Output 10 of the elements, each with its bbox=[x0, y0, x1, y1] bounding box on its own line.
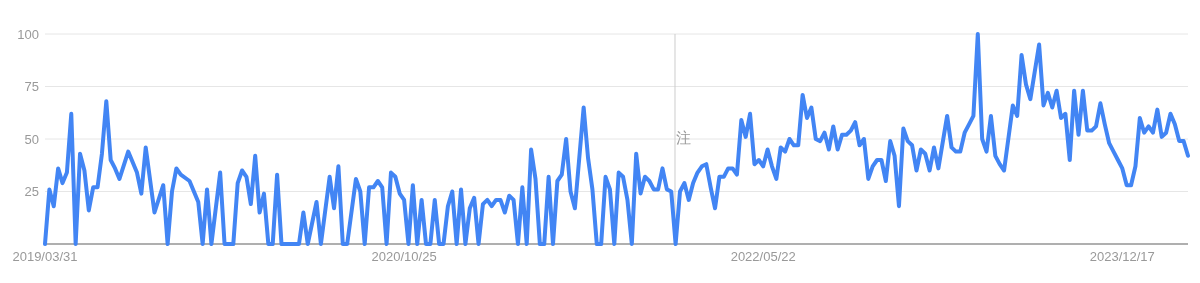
y-tick-label: 75 bbox=[24, 79, 39, 95]
x-tick-label: 2023/12/17 bbox=[1089, 249, 1155, 264]
y-tick-label: 100 bbox=[17, 26, 39, 42]
ref-line-label: 注 bbox=[676, 129, 691, 147]
y-tick-label: 50 bbox=[24, 131, 39, 147]
x-tick-label: 2022/05/22 bbox=[730, 249, 796, 264]
x-tick-label: 2020/10/25 bbox=[371, 249, 437, 264]
y-tick-label: 25 bbox=[24, 184, 39, 200]
line-series bbox=[43, 32, 1190, 246]
x-tick-label: 2019/03/31 bbox=[12, 249, 78, 264]
